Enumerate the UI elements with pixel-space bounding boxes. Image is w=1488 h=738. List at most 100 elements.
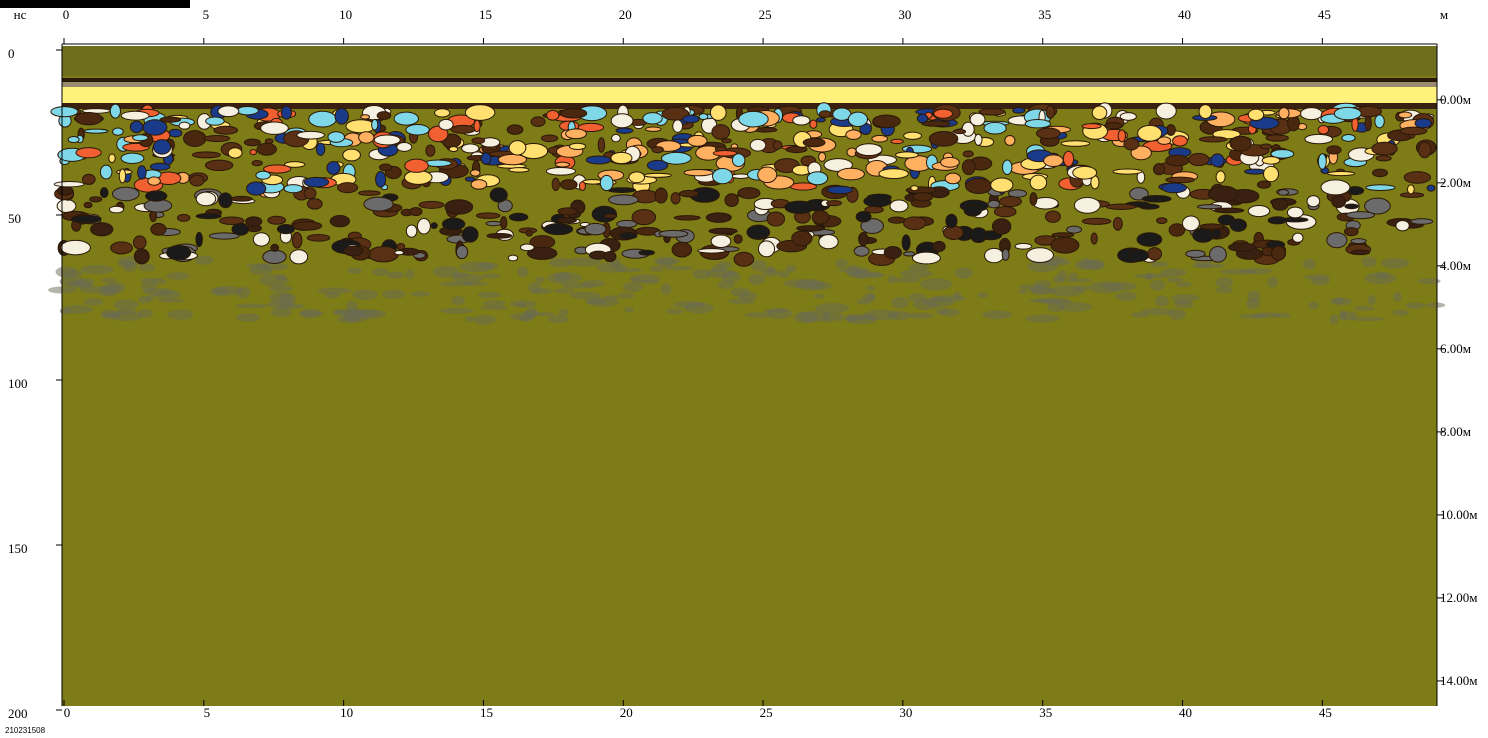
direct-wave-bright [62,87,1437,103]
noise [1150,261,1169,268]
reflection-blob [489,187,508,203]
x-tick-label-bottom: 15 [480,705,493,720]
reflection-blob [1259,143,1273,150]
reflection-blob [1062,150,1075,168]
reflection-blob [1045,105,1056,119]
reflection-blob [1119,112,1137,121]
profile-id: 210231508 [5,726,46,735]
reflection-blob [256,142,277,156]
noise [548,257,572,268]
reflection-blob [508,140,527,156]
noise [138,295,151,304]
reflection-blob [654,187,668,204]
noise [596,262,627,273]
reflection-blob [1265,134,1289,142]
reflection-blob [651,146,664,154]
noise [922,297,955,308]
noise [1101,281,1137,291]
noise [806,281,832,290]
reflection-blob [1326,145,1342,155]
reflection-blob [1277,189,1290,196]
reflection-blob [150,222,167,236]
reflection-blob [1292,232,1304,243]
x-tick-label-bottom: 10 [340,705,353,720]
y2-tick-label: 14.00м [1440,673,1477,688]
noise [317,287,351,295]
noise [1417,278,1441,285]
reflection-blob [1123,137,1140,151]
reflection-blob [860,218,884,234]
reflection-blob [551,177,560,192]
noise [433,265,460,278]
reflection-blob [766,211,786,227]
noise [352,289,379,300]
noise [1353,305,1375,311]
reflection-blob [1374,114,1385,129]
reflection-blob [872,114,901,129]
x-tick-label-top: 5 [203,7,210,22]
reflection-blob [471,137,486,145]
reflection-blob [806,171,829,186]
noise [79,286,115,294]
noise [299,308,321,319]
x-tick-label-top: 25 [759,7,772,22]
reflection-blob [1147,247,1163,261]
reflection-blob [475,212,501,219]
reflection-blob [1407,184,1415,195]
reflection-blob [1045,210,1061,223]
noise [1058,302,1093,312]
noise [617,292,635,299]
reflection-blob [724,193,739,208]
reflection-blob [441,217,466,231]
noise [728,298,755,305]
noise [814,303,850,314]
noise [405,269,415,280]
reflection-blob [963,204,982,217]
reflection-blob [227,147,243,159]
noise [268,284,293,293]
reflection-blob [738,110,769,128]
reflection-blob [1026,247,1054,263]
reflection-blob [508,212,529,222]
reflection-blob [965,178,993,194]
noise [1308,301,1319,310]
reflection-blob [643,172,672,178]
reflection-blob [711,124,731,140]
reflection-blob [1270,245,1287,261]
reflection-blob [1229,218,1247,232]
reflection-blob [698,113,709,121]
reflection-blob [912,192,934,202]
noise [777,270,790,278]
reflection-blob [998,195,1022,208]
noise [553,288,575,294]
reflection-blob [360,114,371,120]
reflection-blob [195,231,203,248]
reflection-blob [118,168,127,184]
reflection-blob [1256,180,1272,189]
reflection-blob [1397,111,1413,119]
reflection-blob [147,176,161,186]
reflection-blob [129,120,144,134]
reflection-blob [682,114,700,124]
reflection-blob [818,234,839,250]
reflection-blob [1350,238,1367,245]
noise [63,305,93,314]
reflection-blob [932,240,946,253]
reflection-blob [425,144,436,157]
noise [277,303,305,310]
reflection-blob [108,153,116,164]
reflection-blob [933,108,953,119]
y2-tick-label: 8.00м [1440,424,1471,439]
reflection-blob [1247,205,1271,218]
reflection-blob [450,124,476,134]
reflection-blob [1043,154,1064,168]
noise [798,310,831,322]
reflection-blob [1371,168,1388,178]
reflection-blob [405,124,430,136]
reflection-blob [373,134,401,146]
reflection-blob [969,112,986,127]
reflection-blob [608,194,639,206]
reflection-blob [1081,217,1112,225]
y-tick-label: 200 [8,706,28,721]
reflection-blob [213,125,239,135]
